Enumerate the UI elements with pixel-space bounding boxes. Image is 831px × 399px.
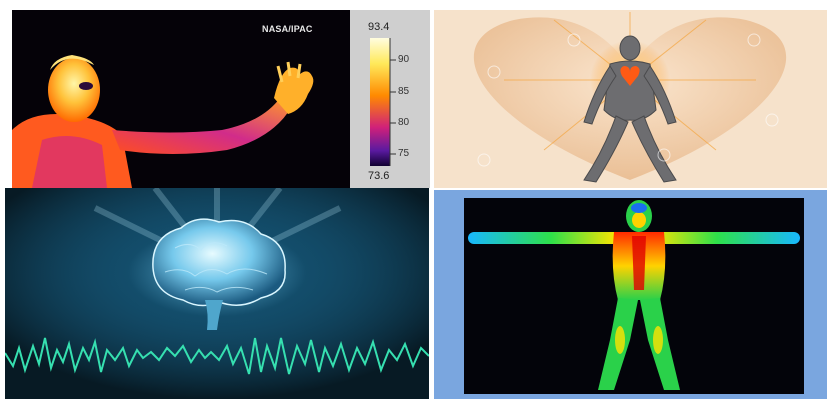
scale-tick-label: 75 bbox=[398, 148, 410, 159]
scale-tick-label: 85 bbox=[398, 86, 410, 97]
heart-figure-illustration bbox=[434, 10, 827, 188]
brain-wave-line bbox=[5, 337, 429, 375]
thermal-body-graphic bbox=[464, 198, 804, 394]
brain-stem bbox=[205, 300, 223, 330]
thermal-body-image bbox=[434, 190, 827, 399]
scale-gradient-bar bbox=[370, 38, 390, 166]
brain-shape bbox=[152, 218, 286, 307]
brain-wave-graphic bbox=[5, 188, 429, 399]
scale-tick-label: 80 bbox=[398, 117, 410, 128]
scale-max-label: 93.4 bbox=[368, 21, 390, 33]
brain-wave-image bbox=[5, 188, 429, 399]
thermal-person-image: NASA/IPAC 93.4 90 bbox=[12, 10, 430, 188]
scale-min-label: 73.6 bbox=[368, 170, 390, 182]
glowing-heart bbox=[620, 66, 640, 86]
scale-tick-label: 90 bbox=[398, 54, 410, 65]
heart-figure-graphic bbox=[434, 10, 827, 188]
thermal-person-graphic bbox=[12, 55, 314, 188]
temperature-scale: 93.4 90 85 80 75 73.6 bbox=[350, 10, 430, 188]
image-credit: NASA/IPAC bbox=[262, 24, 313, 34]
